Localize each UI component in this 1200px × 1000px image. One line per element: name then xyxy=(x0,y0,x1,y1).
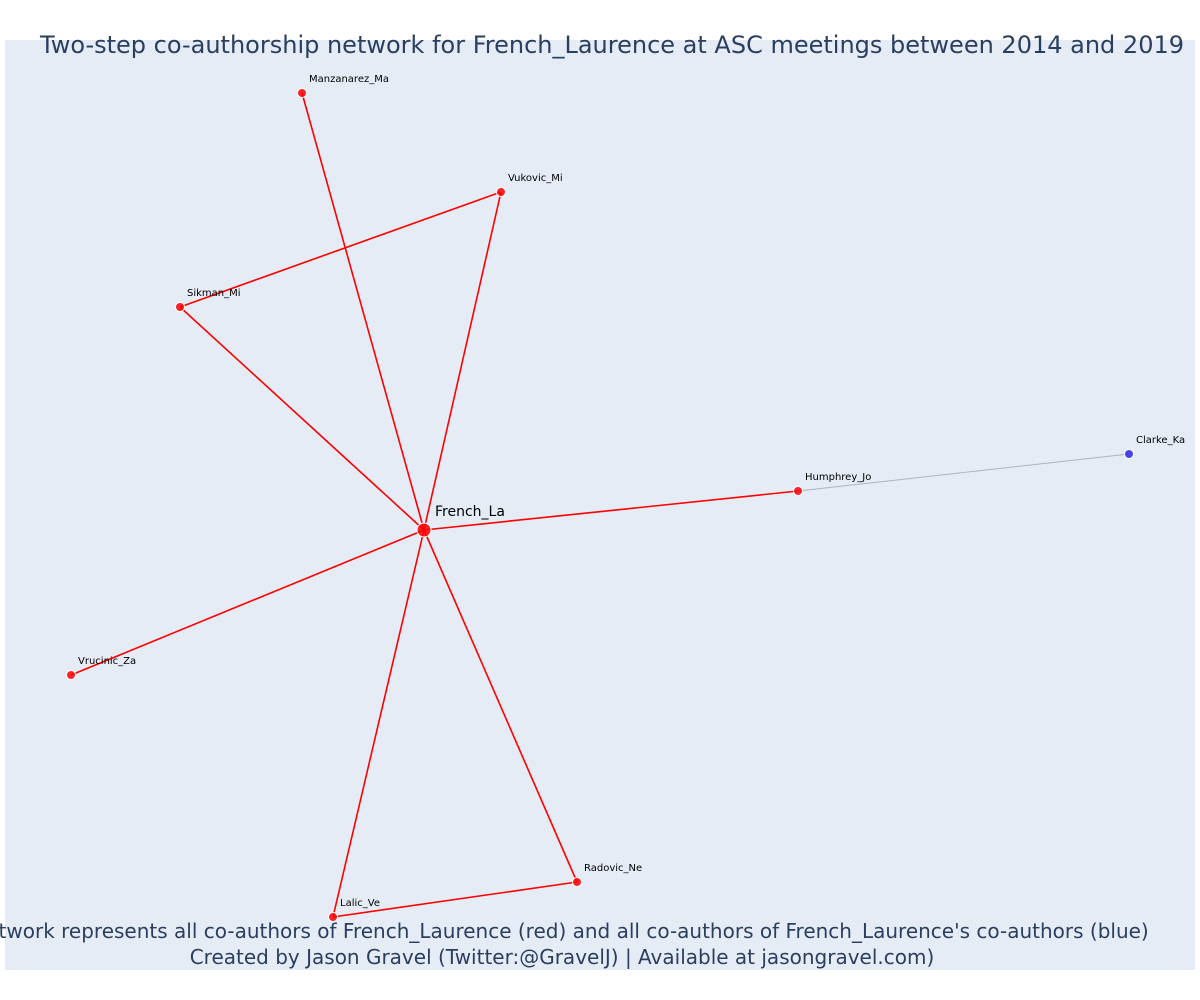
node-label-Lalic_Ve: Lalic_Ve xyxy=(340,898,380,909)
edge-French_La-Vrucinic_Za xyxy=(70,529,425,676)
node-label-Humphrey_Jo: Humphrey_Jo xyxy=(805,472,871,483)
edge-Lalic_Ve-Radovic_Ne xyxy=(332,881,578,918)
node-label-Vukovic_Mi: Vukovic_Mi xyxy=(508,173,563,184)
edge-French_La-Manzanarez_Ma xyxy=(301,92,425,531)
node-Radovic_Ne[interactable] xyxy=(572,877,582,887)
node-Lalic_Ve[interactable] xyxy=(328,912,338,922)
node-label-Sikman_Mi: Sikman_Mi xyxy=(187,288,241,299)
chart-title: Two-step co-authorship network for Frenc… xyxy=(39,31,1184,59)
edge-Humphrey_Jo-Clarke_Ka xyxy=(797,453,1130,492)
edge-French_La-Radovic_Ne xyxy=(423,529,578,883)
node-label-Radovic_Ne: Radovic_Ne xyxy=(584,863,642,874)
caption-line-1: Network represents all co-authors of Fre… xyxy=(0,919,1149,943)
edge-French_La-Vukovic_Mi xyxy=(423,191,502,531)
label-layer: French_La Manzanarez_Ma Vukovic_Mi Sikman_M… xyxy=(78,74,1185,909)
edge-French_La-Sikman_Mi xyxy=(179,306,425,531)
node-label-Clarke_Ka: Clarke_Ka xyxy=(1136,435,1185,446)
node-label-Vrucinic_Za: Vrucinic_Za xyxy=(78,656,136,667)
node-French_La[interactable] xyxy=(416,522,432,538)
node-Sikman_Mi[interactable] xyxy=(175,302,185,312)
node-Vukovic_Mi[interactable] xyxy=(496,187,506,197)
node-layer xyxy=(66,88,1134,922)
node-Clarke_Ka[interactable] xyxy=(1124,449,1134,459)
caption-line-2: Created by Jason Gravel (Twitter:@Gravel… xyxy=(190,945,935,969)
node-Manzanarez_Ma[interactable] xyxy=(297,88,307,98)
edge-layer xyxy=(70,92,1130,918)
edge-French_La-Humphrey_Jo xyxy=(423,490,799,531)
node-label-French_La: French_La xyxy=(435,504,505,520)
node-Humphrey_Jo[interactable] xyxy=(793,486,803,496)
edge-French_La-Lalic_Ve xyxy=(332,529,425,918)
node-label-Manzanarez_Ma: Manzanarez_Ma xyxy=(309,74,389,85)
node-Vrucinic_Za[interactable] xyxy=(66,670,76,680)
plot-area xyxy=(5,40,1195,970)
edge-Sikman_Mi-Vukovic_Mi xyxy=(179,191,502,308)
